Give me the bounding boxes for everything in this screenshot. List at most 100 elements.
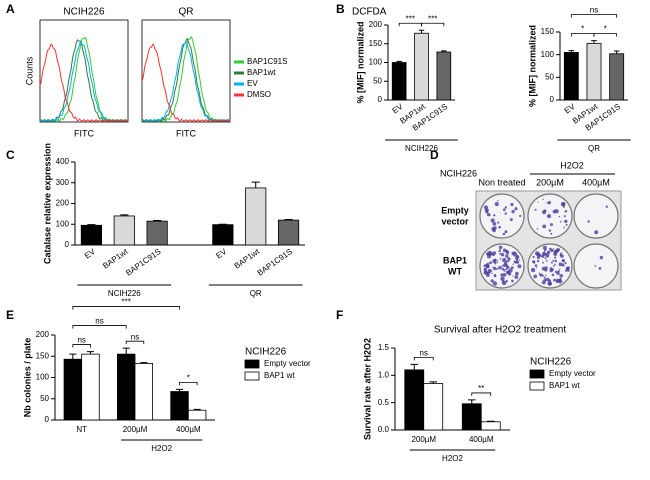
bar <box>391 62 407 101</box>
panel-label: F <box>336 308 343 322</box>
colony <box>494 262 497 265</box>
error-bar <box>193 408 201 411</box>
bar <box>212 224 234 246</box>
plate <box>479 193 525 239</box>
colony <box>559 220 562 223</box>
bar <box>480 421 501 431</box>
error-bar <box>418 29 425 34</box>
colony <box>558 215 561 218</box>
colony <box>483 267 488 272</box>
colony <box>501 267 505 271</box>
colony <box>534 264 538 267</box>
bar <box>187 409 207 421</box>
x-axis-label: FITC <box>176 128 196 138</box>
row-label: Empty <box>441 205 469 215</box>
colony <box>587 220 590 223</box>
y-tick-label: 100 <box>56 219 70 228</box>
significance-label: ns <box>77 336 85 345</box>
legend-label: BAP1 wt <box>549 381 580 390</box>
colony <box>502 208 506 212</box>
significance-label: ns <box>131 332 139 341</box>
colony <box>560 202 566 207</box>
colony <box>486 252 490 256</box>
colony <box>555 280 559 283</box>
colony <box>498 245 503 250</box>
column-label: 400µM <box>582 177 610 187</box>
colony <box>536 228 539 230</box>
bar <box>245 187 267 246</box>
colony <box>536 255 541 260</box>
colony <box>546 214 552 219</box>
bar <box>134 363 154 421</box>
significance-label: ns <box>95 317 103 326</box>
colony <box>492 222 497 226</box>
x-axis-label: FITC <box>74 128 94 138</box>
colony <box>492 266 494 268</box>
colony <box>507 272 512 276</box>
bar <box>436 51 452 101</box>
colony <box>541 280 546 285</box>
colony <box>532 260 535 263</box>
colony <box>564 269 568 272</box>
colony <box>556 271 560 275</box>
histogram-curve <box>141 43 231 122</box>
y-tick-label: 400 <box>56 157 70 166</box>
colony <box>503 269 506 272</box>
legend-swatch <box>244 359 260 369</box>
plot-title: NCIH226 <box>63 7 105 18</box>
colony <box>502 258 507 263</box>
chart-title: Survival after H2O2 treatment <box>434 325 566 336</box>
colony <box>494 202 499 207</box>
legend-label: BAP1C91S <box>247 57 287 66</box>
x-tick-label: 200µM <box>123 425 148 434</box>
y-tick-label: 0.5 <box>378 398 390 407</box>
bar <box>117 353 136 421</box>
plot-frame <box>141 19 231 123</box>
colony <box>557 279 563 284</box>
panel-label: A <box>6 2 15 16</box>
colony <box>514 275 519 279</box>
error-bar <box>591 40 597 44</box>
colony <box>542 198 544 201</box>
bar <box>146 220 168 246</box>
colony <box>550 232 553 235</box>
colony <box>510 202 514 207</box>
colony <box>542 224 547 229</box>
colony <box>541 266 546 271</box>
error-bar <box>486 420 495 422</box>
chart-title: DCFDA <box>352 7 387 18</box>
colony <box>554 270 558 274</box>
colony <box>515 271 519 276</box>
colony <box>545 274 547 276</box>
colony <box>536 267 538 269</box>
error-bar <box>87 224 96 226</box>
colony <box>543 278 547 282</box>
colony <box>502 273 507 277</box>
y-tick-label: 1.5 <box>378 343 390 352</box>
colony <box>563 264 565 267</box>
y-tick-label: 50 <box>40 394 49 403</box>
colony <box>542 210 547 215</box>
colony <box>547 281 552 286</box>
colony <box>559 253 562 256</box>
colony <box>511 209 515 214</box>
colony <box>559 268 561 270</box>
colony <box>492 281 498 286</box>
significance-bracket <box>72 344 91 348</box>
colony <box>564 262 567 265</box>
colony <box>514 207 518 211</box>
colony <box>547 201 551 205</box>
y-axis-label: Nb colonies / plate <box>22 338 32 418</box>
x-tick-label: 400µM <box>469 435 494 444</box>
bar <box>277 219 300 246</box>
colony <box>504 206 507 209</box>
colony <box>533 274 538 279</box>
colony <box>594 230 599 235</box>
colony <box>512 275 514 277</box>
colony <box>490 218 495 223</box>
bar <box>461 403 482 431</box>
y-tick-label: 100 <box>541 50 555 59</box>
error-bar <box>284 218 293 221</box>
legend-title: NCIH226 <box>245 347 287 358</box>
y-tick-label: 0.0 <box>378 425 390 434</box>
